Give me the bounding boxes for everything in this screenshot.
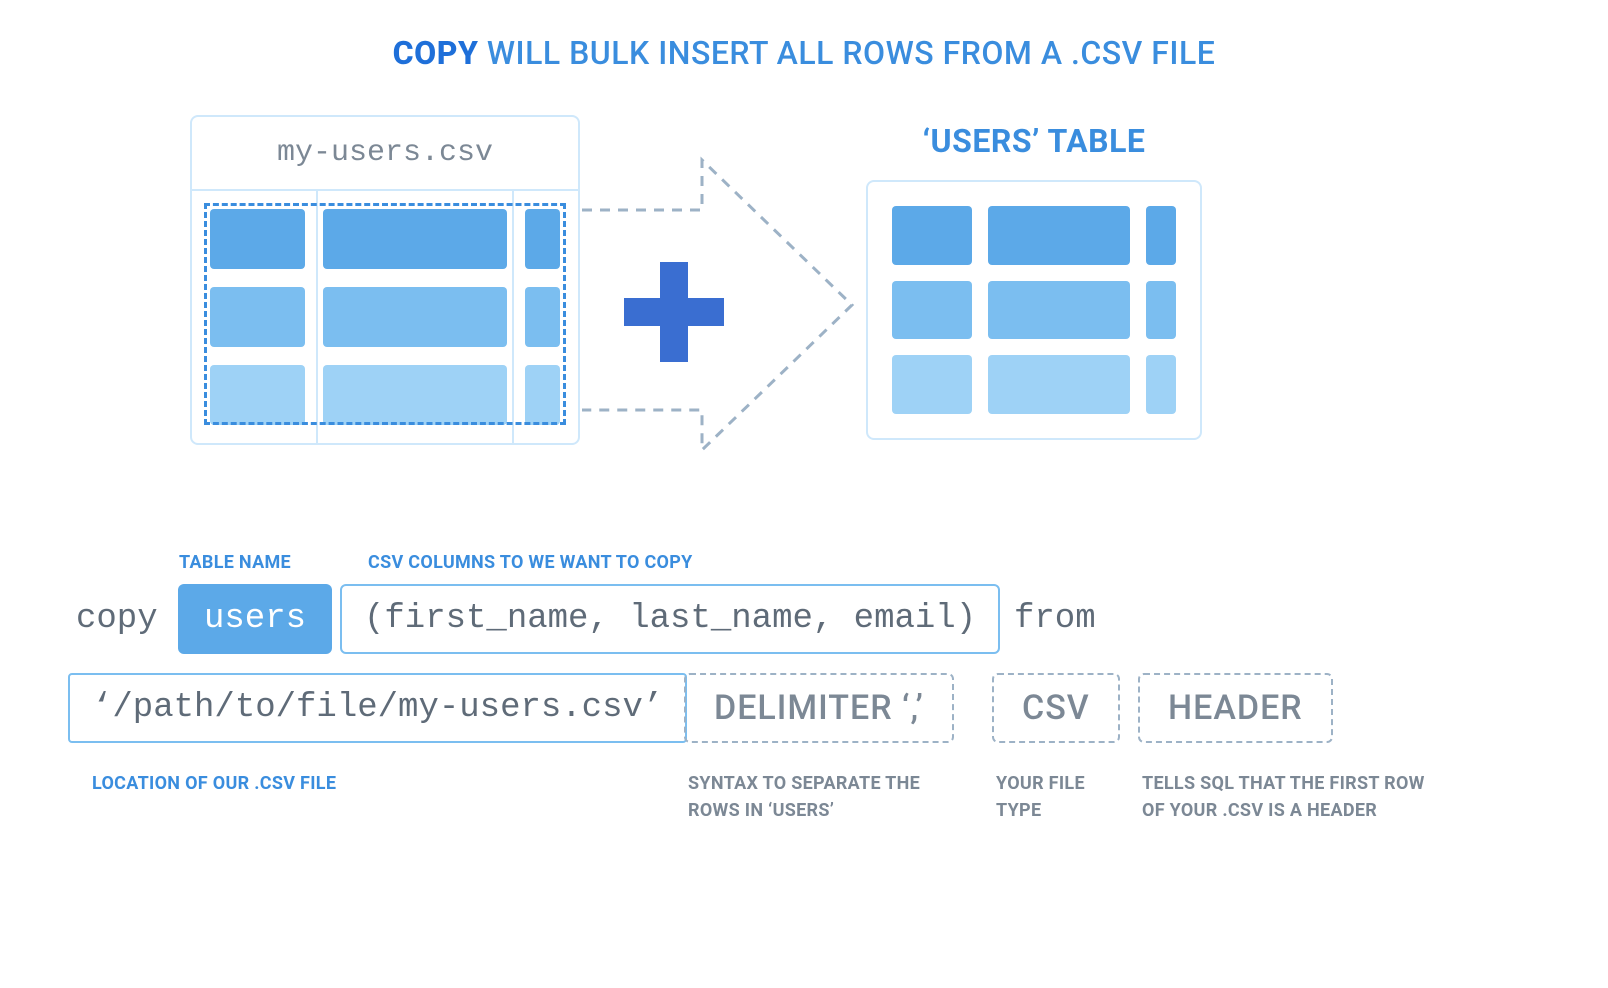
users-cell-r1c2 — [988, 206, 1130, 265]
headline: COPY WILL BULK INSERT ALL ROWS FROM A .C… — [0, 34, 1608, 72]
users-cell-r3c1 — [892, 355, 972, 414]
dashbox-header: HEADER — [1138, 673, 1333, 743]
outline-filepath: ‘/path/to/file/my-users.csv’ — [68, 673, 687, 743]
csv-file-box: my-users.csv — [190, 115, 580, 445]
outline-columns: (first_name, last_name, email) — [340, 584, 1000, 654]
users-grid — [892, 206, 1176, 414]
users-cell-r2c1 — [892, 281, 972, 340]
plus-icon — [624, 262, 724, 362]
csv-cell-r3c3 — [525, 365, 560, 425]
csv-cell-r3c1 — [210, 365, 305, 425]
label-table-name: TABLE NAME — [179, 552, 291, 573]
csv-cell-r2c1 — [210, 287, 305, 347]
csv-cell-r2c2 — [323, 287, 507, 347]
csv-cell-r2c3 — [525, 287, 560, 347]
label-csv-columns: CSV COLUMNS TO WE WANT TO COPY — [368, 552, 693, 573]
dashbox-filetype: CSV — [992, 673, 1120, 743]
pill-table-name: users — [178, 584, 332, 654]
label-syntax: SYNTAX TO SEPARATE THE ROWS IN ‘USERS’ — [688, 770, 968, 824]
users-cell-r2c3 — [1146, 281, 1176, 340]
label-file-type: YOUR FILE TYPE — [996, 770, 1126, 824]
headline-bold: COPY — [393, 34, 479, 72]
users-table-label: ‘USERS’ TABLE — [866, 122, 1202, 160]
csv-cell-r1c3 — [525, 209, 560, 269]
infographic-stage: COPY WILL BULK INSERT ALL ROWS FROM A .C… — [0, 0, 1608, 988]
csv-cell-r3c2 — [323, 365, 507, 425]
dashbox-delimiter: DELIMITER ‘,’ — [684, 673, 954, 743]
users-cell-r2c2 — [988, 281, 1130, 340]
csv-cell-r1c2 — [323, 209, 507, 269]
users-cell-r3c3 — [1146, 355, 1176, 414]
headline-rest: WILL BULK INSERT ALL ROWS FROM A .CSV FI… — [478, 34, 1215, 72]
csv-grid — [192, 189, 578, 443]
users-cell-r1c3 — [1146, 206, 1176, 265]
csv-filename: my-users.csv — [192, 117, 578, 189]
label-location: LOCATION OF OUR .CSV FILE — [92, 770, 336, 797]
csv-cell-r1c1 — [210, 209, 305, 269]
users-cell-r1c1 — [892, 206, 972, 265]
keyword-copy: copy — [76, 584, 158, 654]
users-cell-r3c2 — [988, 355, 1130, 414]
users-table-box — [866, 180, 1202, 440]
label-header: TELLS SQL THAT THE FIRST ROW OF YOUR .CS… — [1142, 770, 1442, 824]
keyword-from: from — [1014, 584, 1096, 654]
